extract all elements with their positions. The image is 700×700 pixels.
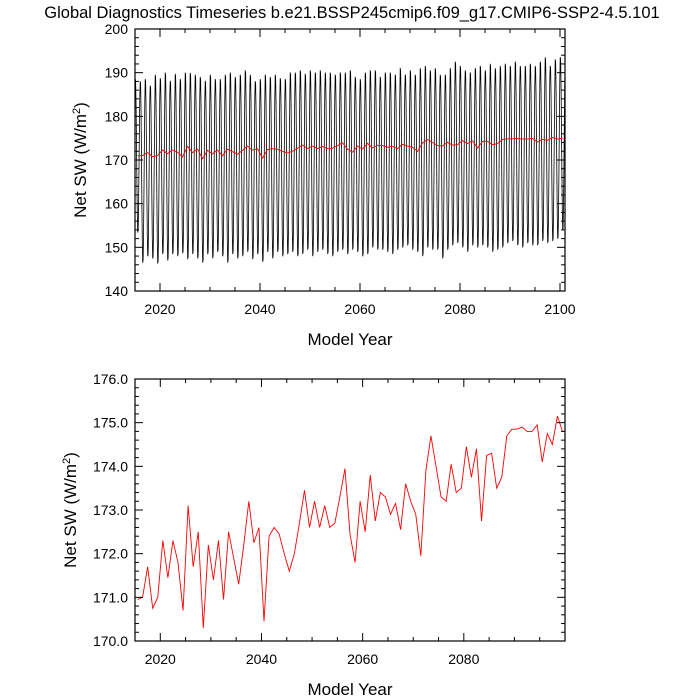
y-tick-label: 180 — [105, 108, 129, 124]
x-axis-label: Model Year — [307, 330, 392, 349]
annual-mean-line — [137, 415, 563, 628]
x-tick-label: 2060 — [344, 301, 375, 317]
y-tick-label: 140 — [105, 283, 129, 299]
monthly-series-line — [134, 57, 566, 264]
y-tick-label: 172.0 — [93, 546, 128, 562]
y-tick-label: 150 — [105, 239, 129, 255]
plot-frame — [134, 378, 566, 642]
x-tick-label: 2080 — [448, 651, 479, 667]
x-tick-label: 2020 — [145, 651, 176, 667]
y-tick-label: 160 — [105, 196, 129, 212]
x-tick-label: 2080 — [444, 301, 475, 317]
y-tick-label: 170 — [105, 152, 129, 168]
x-axis-label: Model Year — [307, 680, 392, 699]
y-tick-label: 190 — [105, 65, 129, 81]
x-tick-label: 2040 — [244, 301, 275, 317]
x-tick-label: 2060 — [347, 651, 378, 667]
y-tick-label: 175.0 — [93, 415, 128, 431]
annual-mean-line — [137, 137, 563, 160]
y-tick-label: 174.0 — [93, 458, 128, 474]
y-axis-label: Net SW (W/m2) — [61, 452, 80, 568]
y-tick-label: 200 — [105, 21, 129, 37]
bottom-plot: 2020 2040 2060 2080 170.0 171.0 172.0 173.0 174.… — [61, 371, 566, 699]
y-tick-label: 173.0 — [93, 502, 128, 518]
y-tick-label: 170.0 — [93, 633, 128, 649]
x-tick-label: 2020 — [144, 301, 175, 317]
x-tick-label: 2100 — [544, 301, 575, 317]
top-plot: 2020 2040 2060 2080 2100 140 150 160 170 180 190 20… — [71, 21, 576, 349]
y-tick-label: 171.0 — [93, 589, 128, 605]
y-axis-label: Net SW (W/m2) — [71, 102, 90, 218]
y-tick-label: 176.0 — [93, 371, 128, 387]
x-tick-label: 2040 — [246, 651, 277, 667]
figure-title: Global Diagnostics Timeseries b.e21.BSSP… — [44, 4, 659, 22]
